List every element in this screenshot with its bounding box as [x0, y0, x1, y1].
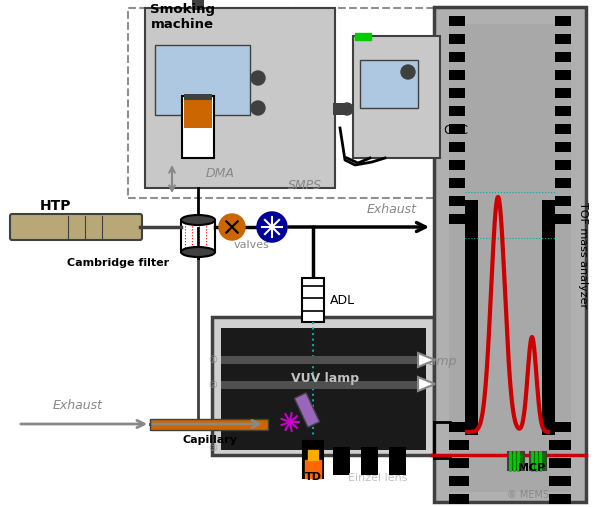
- Bar: [555, 52, 571, 62]
- Text: CPC: CPC: [443, 124, 468, 136]
- Ellipse shape: [181, 247, 215, 257]
- FancyBboxPatch shape: [360, 60, 418, 108]
- Text: Cambridge filter: Cambridge filter: [67, 258, 169, 268]
- Bar: [449, 52, 465, 62]
- Bar: [449, 494, 469, 504]
- Bar: [449, 106, 465, 116]
- Bar: [212, 317, 434, 455]
- Bar: [389, 447, 406, 475]
- Bar: [221, 356, 426, 364]
- Bar: [449, 214, 465, 224]
- Bar: [303, 441, 323, 478]
- Circle shape: [401, 65, 415, 79]
- Bar: [465, 200, 478, 435]
- Bar: [449, 440, 469, 450]
- Text: Pump: Pump: [422, 355, 457, 369]
- Text: HTP: HTP: [39, 199, 71, 213]
- Bar: [555, 106, 571, 116]
- Bar: [192, 0, 204, 10]
- Bar: [150, 419, 268, 430]
- Bar: [542, 200, 555, 435]
- Bar: [333, 447, 350, 475]
- Bar: [555, 178, 571, 188]
- Bar: [449, 16, 465, 26]
- Bar: [555, 142, 571, 152]
- Bar: [549, 422, 571, 432]
- Bar: [449, 160, 465, 170]
- Bar: [434, 7, 586, 502]
- Polygon shape: [418, 377, 435, 391]
- Circle shape: [341, 103, 353, 115]
- Bar: [555, 34, 571, 44]
- Bar: [449, 476, 469, 486]
- FancyBboxPatch shape: [10, 214, 142, 240]
- Bar: [555, 16, 571, 26]
- Bar: [449, 34, 465, 44]
- FancyBboxPatch shape: [155, 45, 250, 115]
- Text: MCP: MCP: [518, 463, 545, 473]
- Text: Smoking
machine: Smoking machine: [149, 3, 215, 31]
- Bar: [449, 70, 465, 80]
- Bar: [449, 458, 469, 468]
- Bar: [355, 33, 371, 40]
- Text: ADL: ADL: [330, 294, 355, 307]
- Text: TOF mass analyzer: TOF mass analyzer: [578, 202, 588, 308]
- Text: VUV lamp: VUV lamp: [291, 372, 359, 385]
- Bar: [555, 160, 571, 170]
- Text: ® MEMS: ® MEMS: [507, 490, 549, 500]
- Bar: [549, 476, 571, 486]
- Text: TD: TD: [305, 472, 322, 482]
- Bar: [181, 220, 215, 252]
- Bar: [449, 422, 469, 432]
- Text: Einzel lens: Einzel lens: [348, 473, 408, 483]
- Bar: [449, 142, 465, 152]
- Circle shape: [220, 215, 244, 239]
- Bar: [549, 458, 571, 468]
- Polygon shape: [418, 353, 435, 367]
- Bar: [555, 214, 571, 224]
- FancyBboxPatch shape: [145, 8, 335, 188]
- Text: DMA: DMA: [206, 167, 235, 180]
- Circle shape: [258, 213, 286, 241]
- Bar: [449, 88, 465, 98]
- Text: SMPS: SMPS: [288, 179, 322, 192]
- Bar: [449, 178, 465, 188]
- Polygon shape: [295, 393, 320, 427]
- Bar: [449, 24, 571, 492]
- Bar: [182, 96, 214, 158]
- Bar: [361, 447, 378, 475]
- Text: ②: ②: [208, 380, 217, 390]
- Text: ①: ①: [208, 355, 217, 365]
- Text: Exhaust: Exhaust: [53, 399, 103, 412]
- Bar: [530, 452, 546, 470]
- Bar: [549, 440, 571, 450]
- Text: Capillary: Capillary: [182, 435, 238, 445]
- Bar: [221, 381, 426, 389]
- Bar: [302, 278, 324, 322]
- FancyBboxPatch shape: [353, 36, 440, 158]
- Circle shape: [251, 71, 265, 85]
- Bar: [449, 124, 465, 134]
- Bar: [555, 124, 571, 134]
- Bar: [555, 70, 571, 80]
- Text: Exhaust: Exhaust: [367, 203, 417, 216]
- Circle shape: [251, 101, 265, 115]
- Bar: [508, 452, 524, 470]
- Bar: [221, 328, 426, 450]
- Text: valves: valves: [234, 240, 270, 250]
- Bar: [449, 196, 465, 206]
- Bar: [555, 88, 571, 98]
- Bar: [333, 103, 347, 115]
- Bar: [549, 494, 571, 504]
- Bar: [184, 96, 212, 128]
- Bar: [555, 196, 571, 206]
- Ellipse shape: [181, 215, 215, 225]
- Text: ③: ③: [208, 443, 217, 453]
- Bar: [184, 94, 212, 100]
